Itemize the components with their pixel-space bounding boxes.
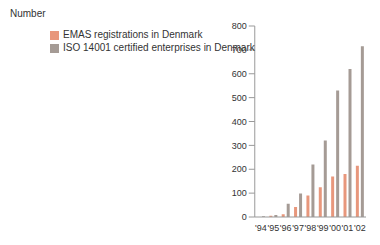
svg-text:500: 500 [232, 93, 247, 103]
svg-text:'94: '94 [255, 223, 267, 233]
svg-text:'99: '99 [317, 223, 329, 233]
svg-text:700: 700 [232, 45, 247, 55]
svg-text:'96: '96 [280, 223, 292, 233]
svg-text:'95: '95 [267, 223, 279, 233]
svg-text:'98: '98 [305, 223, 317, 233]
svg-text:200: 200 [232, 164, 247, 174]
svg-text:'02: '02 [354, 223, 366, 233]
svg-text:600: 600 [232, 69, 247, 79]
svg-text:400: 400 [232, 117, 247, 127]
svg-text:800: 800 [232, 21, 247, 31]
svg-text:'00: '00 [329, 223, 341, 233]
svg-text:'01: '01 [342, 223, 354, 233]
svg-text:'97: '97 [292, 223, 304, 233]
svg-text:100: 100 [232, 188, 247, 198]
svg-text:300: 300 [232, 141, 247, 151]
svg-text:0: 0 [242, 212, 247, 222]
